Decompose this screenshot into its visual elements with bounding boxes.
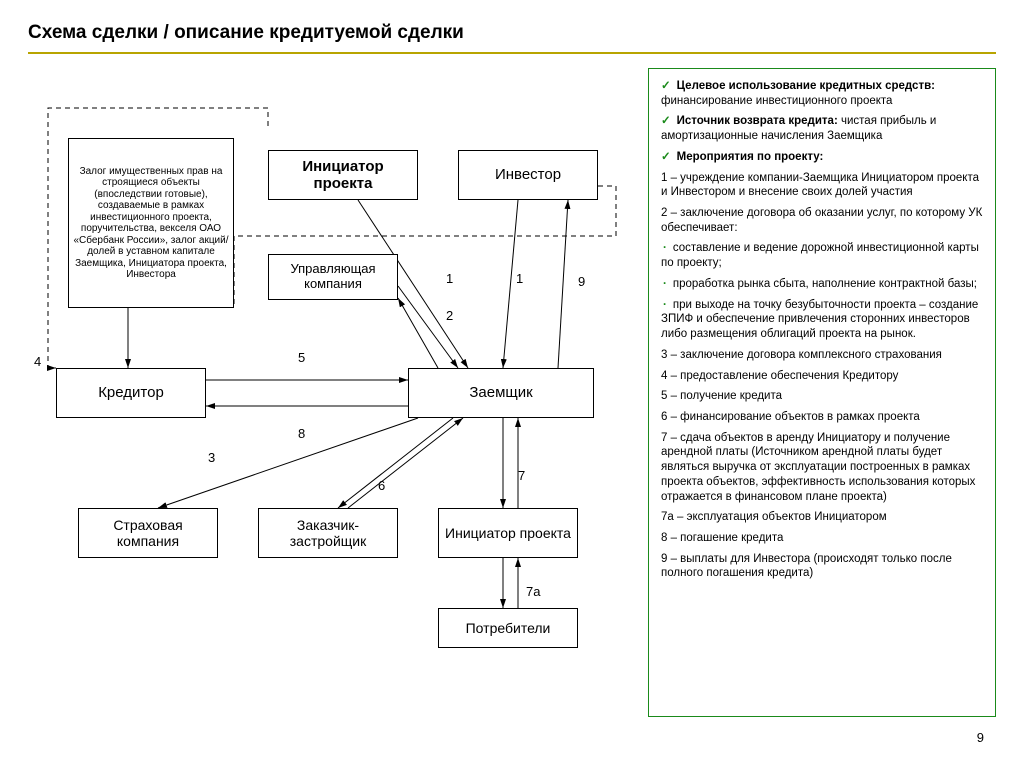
description-panel: Целевое использование кредитных средств:… [648, 68, 996, 717]
sub-item: составление и ведение дорожной инвестици… [661, 241, 983, 270]
node-pledge: Залог имущественных прав на строящиеся о… [68, 138, 234, 308]
edge-label: 5 [298, 350, 305, 365]
node-borrower: Заемщик [408, 368, 594, 418]
node-builder: Заказчик-застройщик [258, 508, 398, 558]
slide: Схема сделки / описание кредитуемой сдел… [0, 0, 1024, 767]
step-item: 9 – выплаты для Инвестора (происходят то… [661, 552, 983, 581]
node-creditor: Кредитор [56, 368, 206, 418]
node-initiator2: Инициатор проекта [438, 508, 578, 558]
edge-label: 4 [34, 354, 41, 369]
edge-label: 3 [208, 450, 215, 465]
node-investor: Инвестор [458, 150, 598, 200]
step-item: 7 – сдача объектов в аренду Инициатору и… [661, 431, 983, 505]
step-item: 1 – учреждение компании-Заемщика Инициат… [661, 171, 983, 200]
edge-label: 1 [516, 271, 523, 286]
edge-label: 7 [518, 468, 525, 483]
step-item: 4 – предоставление обеспечения Кредитору [661, 369, 983, 384]
sub-item: при выходе на точку безубыточности проек… [661, 298, 983, 342]
edge-label: 6 [378, 478, 385, 493]
step-item: 7а – эксплуатация объектов Инициатором [661, 510, 983, 525]
edge-label: 7a [526, 584, 540, 599]
check-item: Источник возврата кредита: чистая прибыл… [661, 114, 983, 143]
edge-label: 9 [578, 274, 585, 289]
edge-label: 2 [446, 308, 453, 323]
edge-label: 8 [298, 426, 305, 441]
step-item: 2 – заключение договора об оказании услу… [661, 206, 983, 235]
page-title: Схема сделки / описание кредитуемой сдел… [28, 22, 464, 44]
deal-diagram: Залог имущественных прав на строящиеся о… [28, 68, 638, 728]
step-item: 8 – погашение кредита [661, 531, 983, 546]
title-rule [28, 52, 996, 54]
node-initiator: Инициатор проекта [268, 150, 418, 200]
node-insurer: Страховая компания [78, 508, 218, 558]
sub-item: проработка рынка сбыта, наполнение контр… [661, 277, 983, 292]
step-item: 3 – заключение договора комплексного стр… [661, 348, 983, 363]
check-item: Целевое использование кредитных средств:… [661, 79, 983, 108]
step-item: 6 – финансирование объектов в рамках про… [661, 410, 983, 425]
page-number: 9 [977, 730, 984, 745]
node-consumers: Потребители [438, 608, 578, 648]
edge-label: 1 [446, 271, 453, 286]
step-item: 5 – получение кредита [661, 389, 983, 404]
check-item: Мероприятия по проекту: [661, 150, 983, 165]
node-mgmt: Управляющая компания [268, 254, 398, 300]
